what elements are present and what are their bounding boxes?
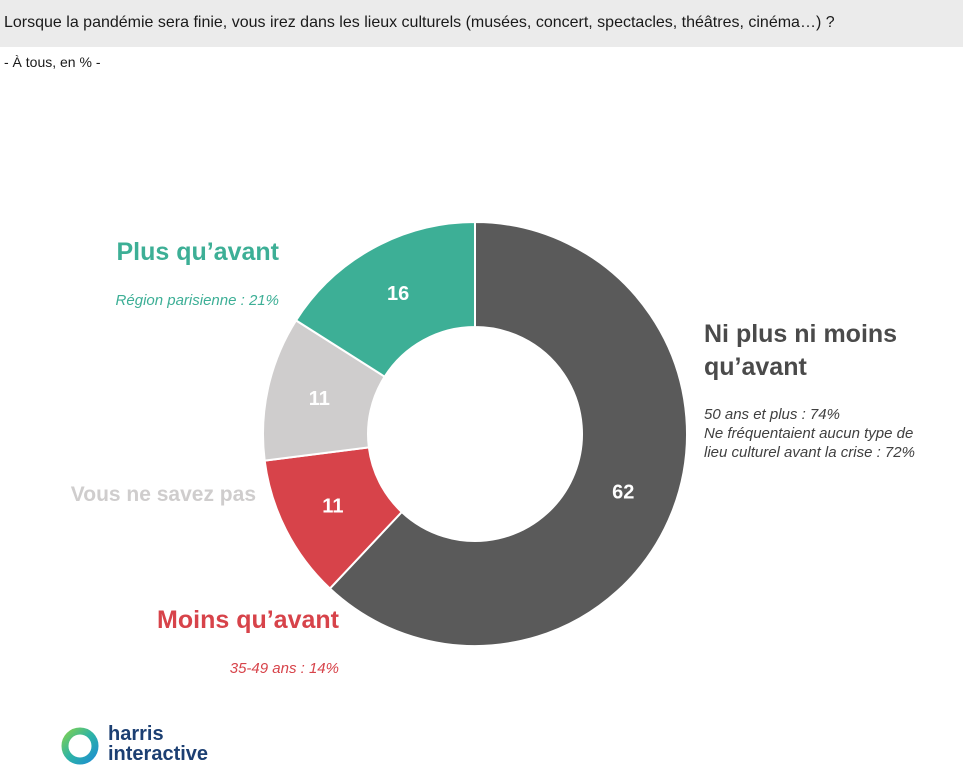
label-moins-quavant: Moins qu’avant (157, 606, 339, 634)
label-vous-ne-savez-pas: Vous ne savez pas (70, 483, 256, 506)
note-ni-line3: lieu culturel avant la crise : 72% (704, 444, 915, 461)
label-ni-line1: Ni plus ni moins (704, 320, 898, 348)
logo-ring-icon (61, 727, 99, 765)
note-moins-quavant: 35-49 ans : 14% (229, 660, 339, 677)
survey-base: - À tous, en % - (4, 54, 101, 70)
question-bar (0, 0, 963, 47)
donut-slice-value-3: 16 (387, 283, 409, 305)
donut-slice-3 (294, 220, 476, 379)
label-ni-line2: qu’avant (704, 353, 807, 381)
harris-interactive-logo: harris interactive (58, 724, 258, 768)
label-ni-plus-ni-moins: Ni plus ni moins qu’avant (704, 318, 954, 384)
note-plus-quavant: Région parisienne : 21% (115, 292, 279, 309)
logo-line1: harris (108, 723, 164, 745)
donut-slice-value-2: 11 (309, 388, 330, 410)
donut-slice-0 (328, 220, 688, 647)
note-ni-line1: 50 ans et plus : 74% (704, 406, 840, 423)
survey-question: Lorsque la pandémie sera finie, vous ire… (4, 14, 835, 31)
donut-slice-value-1: 11 (322, 495, 343, 517)
logo-line2: interactive (108, 743, 209, 765)
donut-slice-value-0: 62 (612, 482, 634, 504)
logo-wordmark: harris interactive (108, 724, 208, 764)
note-ni-line2: Ne fréquentaient aucun type de (704, 425, 914, 442)
note-ni-plus-ni-moins: 50 ans et plus : 74% Ne fréquentaient au… (704, 405, 959, 462)
label-plus-quavant: Plus qu’avant (116, 238, 279, 266)
